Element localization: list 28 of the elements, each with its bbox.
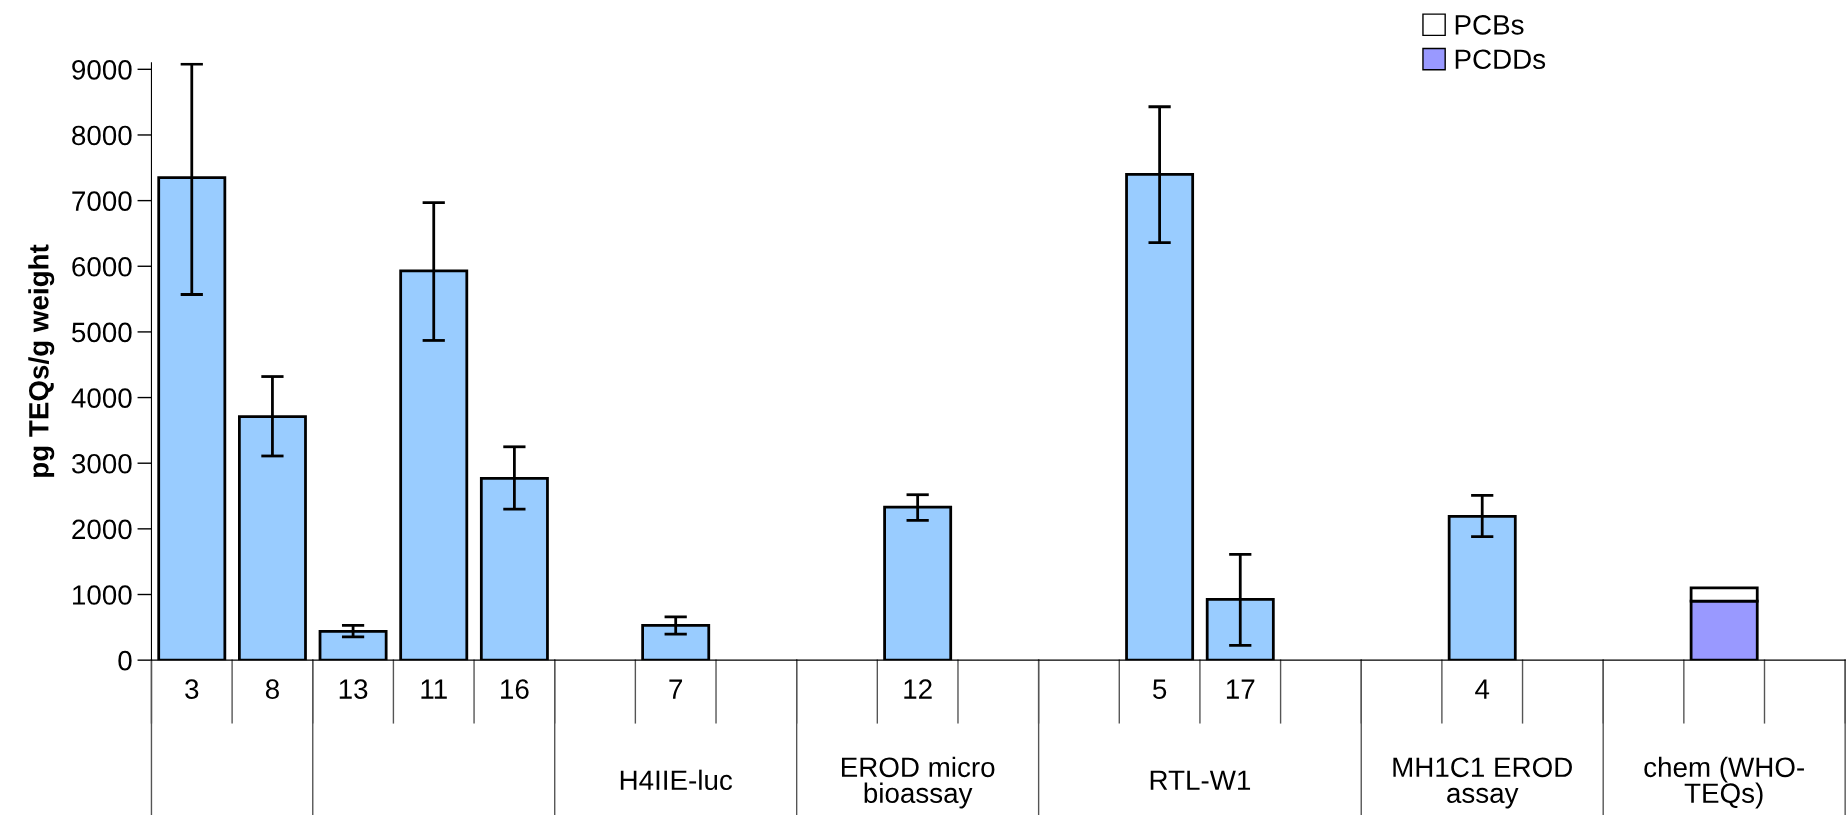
y-tick-label: 1000 xyxy=(73,585,132,605)
x-tick-label: 7 xyxy=(669,679,683,699)
legend-label: PCBs xyxy=(1455,15,1524,35)
text: H4IIE-luc xyxy=(620,769,733,791)
x-tick-label: 8 xyxy=(265,679,279,699)
y-tick-label: 0 xyxy=(118,650,132,671)
y-tick-label: 3000 xyxy=(71,453,132,474)
text: MH1C1 EROD assay xyxy=(1393,757,1572,809)
x-tick-label: 12 xyxy=(904,679,932,699)
x-tick-label: 3 xyxy=(185,679,199,699)
x-tick-label: 16 xyxy=(501,679,529,699)
x-tick-label: 17 xyxy=(1226,679,1255,699)
x-tick-label: 5 xyxy=(1153,679,1167,699)
text: EROD micro bioassay xyxy=(842,756,995,809)
y-tick-label: 8000 xyxy=(72,125,132,146)
y-tick-label: 4000 xyxy=(71,388,132,408)
y-axis-title: pg TEQs/g weight xyxy=(28,244,55,477)
y-tick-label: 5000 xyxy=(72,322,132,343)
legend-label: PCDDs xyxy=(1455,49,1546,70)
y-tick-label: 9000 xyxy=(72,59,132,80)
text: RTL-W1 xyxy=(1150,770,1251,790)
y-tick-label: 2000 xyxy=(72,519,132,540)
y-tick-label: 7000 xyxy=(72,191,132,211)
x-tick-label: 13 xyxy=(339,679,368,699)
text: chem (WHO-TEQs) xyxy=(1644,756,1804,809)
y-tick-label: 6000 xyxy=(72,256,132,277)
x-tick-label: 4 xyxy=(1475,679,1490,699)
x-tick-label: 11 xyxy=(421,679,447,699)
